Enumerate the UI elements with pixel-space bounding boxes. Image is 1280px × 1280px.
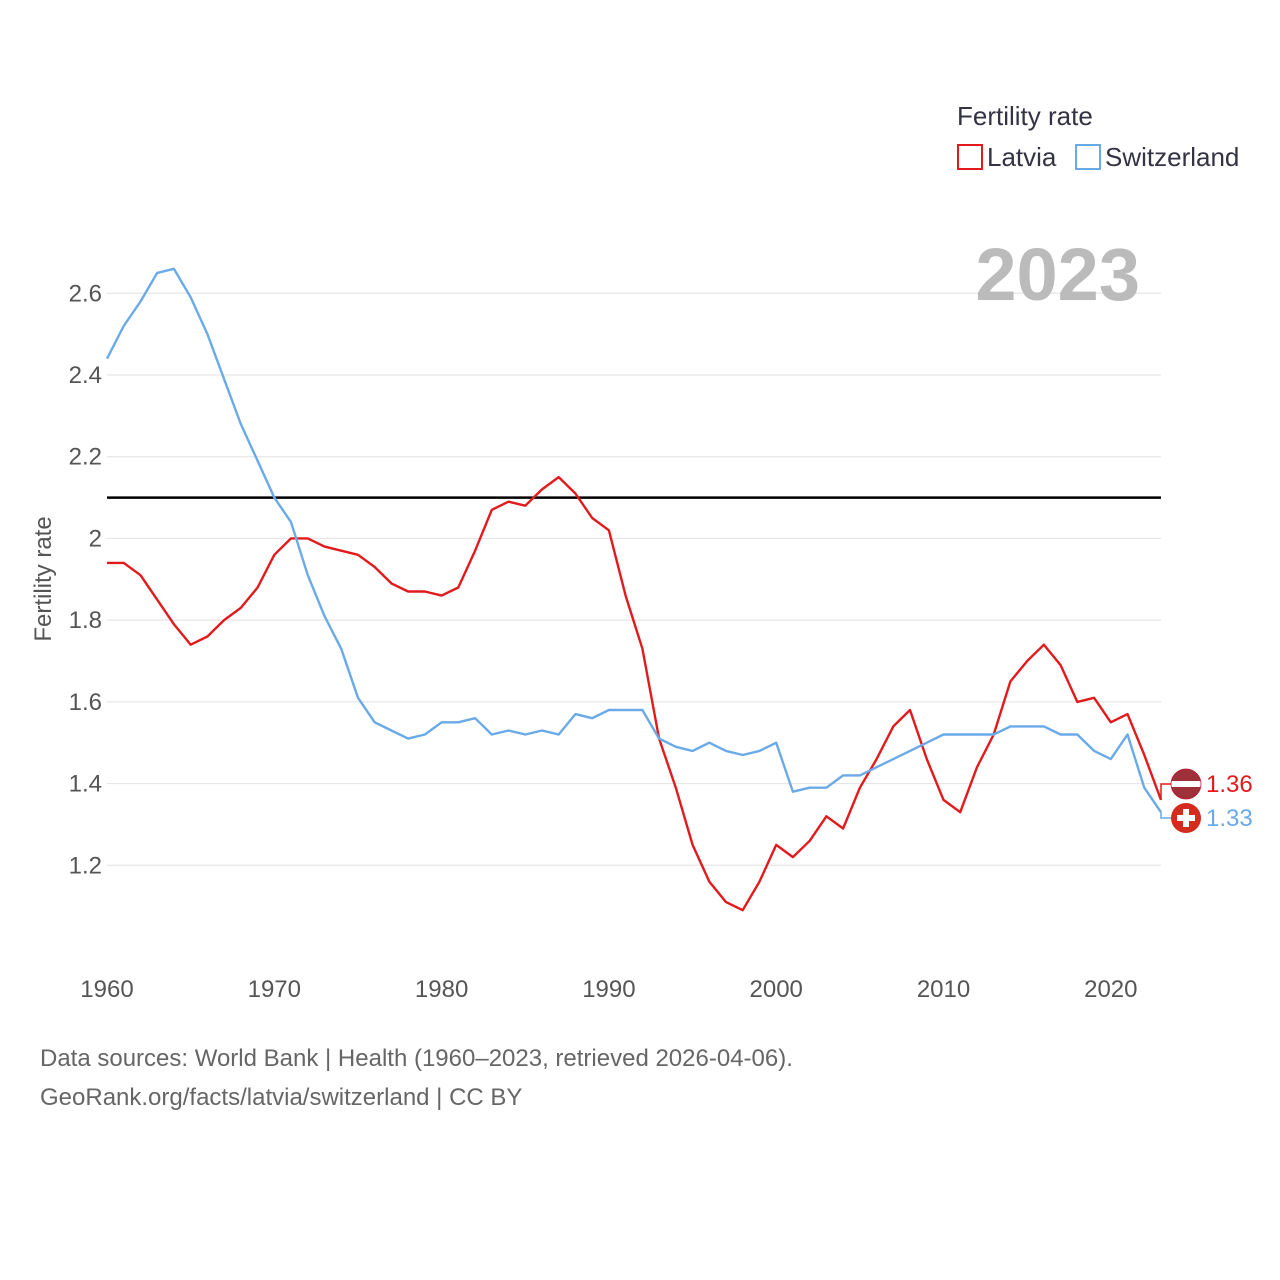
source-link[interactable]: GeoRank.org/facts/latvia/switzerland | C… bbox=[40, 1084, 523, 1111]
y-tick-label: 1.2 bbox=[69, 852, 102, 879]
legend-label-latvia[interactable]: Latvia bbox=[987, 142, 1057, 172]
x-tick-label: 1990 bbox=[582, 976, 635, 1003]
end-value-latvia: 1.36 bbox=[1206, 771, 1253, 798]
switzerland-flag-icon bbox=[1171, 803, 1201, 833]
end-value-switzerland: 1.33 bbox=[1206, 805, 1253, 832]
y-tick-label: 2.4 bbox=[69, 362, 102, 389]
y-tick-label: 1.8 bbox=[69, 607, 102, 634]
x-tick-label: 1980 bbox=[415, 976, 468, 1003]
y-tick-label: 1.6 bbox=[69, 689, 102, 716]
legend-title: Fertility rate bbox=[957, 101, 1093, 131]
legend-swatch-latvia[interactable] bbox=[957, 144, 983, 170]
source-attribution: Data sources: World Bank | Health (1960–… bbox=[40, 1045, 793, 1072]
end-labels: 1.36 1.33 bbox=[1160, 768, 1253, 833]
series-layer bbox=[105, 267, 1163, 912]
y-tick-label: 2 bbox=[89, 525, 102, 552]
y-tick-label: 1.4 bbox=[69, 771, 102, 798]
legend-label-switzerland[interactable]: Switzerland bbox=[1105, 142, 1239, 172]
x-tick-label: 2010 bbox=[917, 976, 970, 1003]
y-tick-label: 2.6 bbox=[69, 280, 102, 307]
x-tick-labels: 1960 1970 1980 1990 2000 2010 2020 bbox=[80, 976, 1137, 1003]
grid-layer bbox=[107, 292, 1161, 866]
end-label-connector bbox=[1160, 812, 1172, 819]
year-display: 2023 bbox=[975, 233, 1140, 316]
x-tick-label: 1970 bbox=[248, 976, 301, 1003]
x-tick-label: 2000 bbox=[750, 976, 803, 1003]
x-tick-label: 2020 bbox=[1084, 976, 1137, 1003]
legend-swatch-switzerland[interactable] bbox=[1075, 144, 1101, 170]
y-tick-label: 2.2 bbox=[69, 444, 102, 471]
x-tick-label: 1960 bbox=[80, 976, 133, 1003]
latvia-flag-icon bbox=[1170, 768, 1202, 800]
series-line-latvia[interactable] bbox=[107, 475, 1163, 912]
y-axis-title: Fertility rate bbox=[30, 516, 57, 641]
y-tick-labels: 1.2 1.4 1.6 1.8 2 2.2 2.4 2.6 bbox=[69, 280, 102, 879]
series-line-switzerland[interactable] bbox=[105, 267, 1162, 813]
end-label-connector bbox=[1160, 783, 1172, 800]
